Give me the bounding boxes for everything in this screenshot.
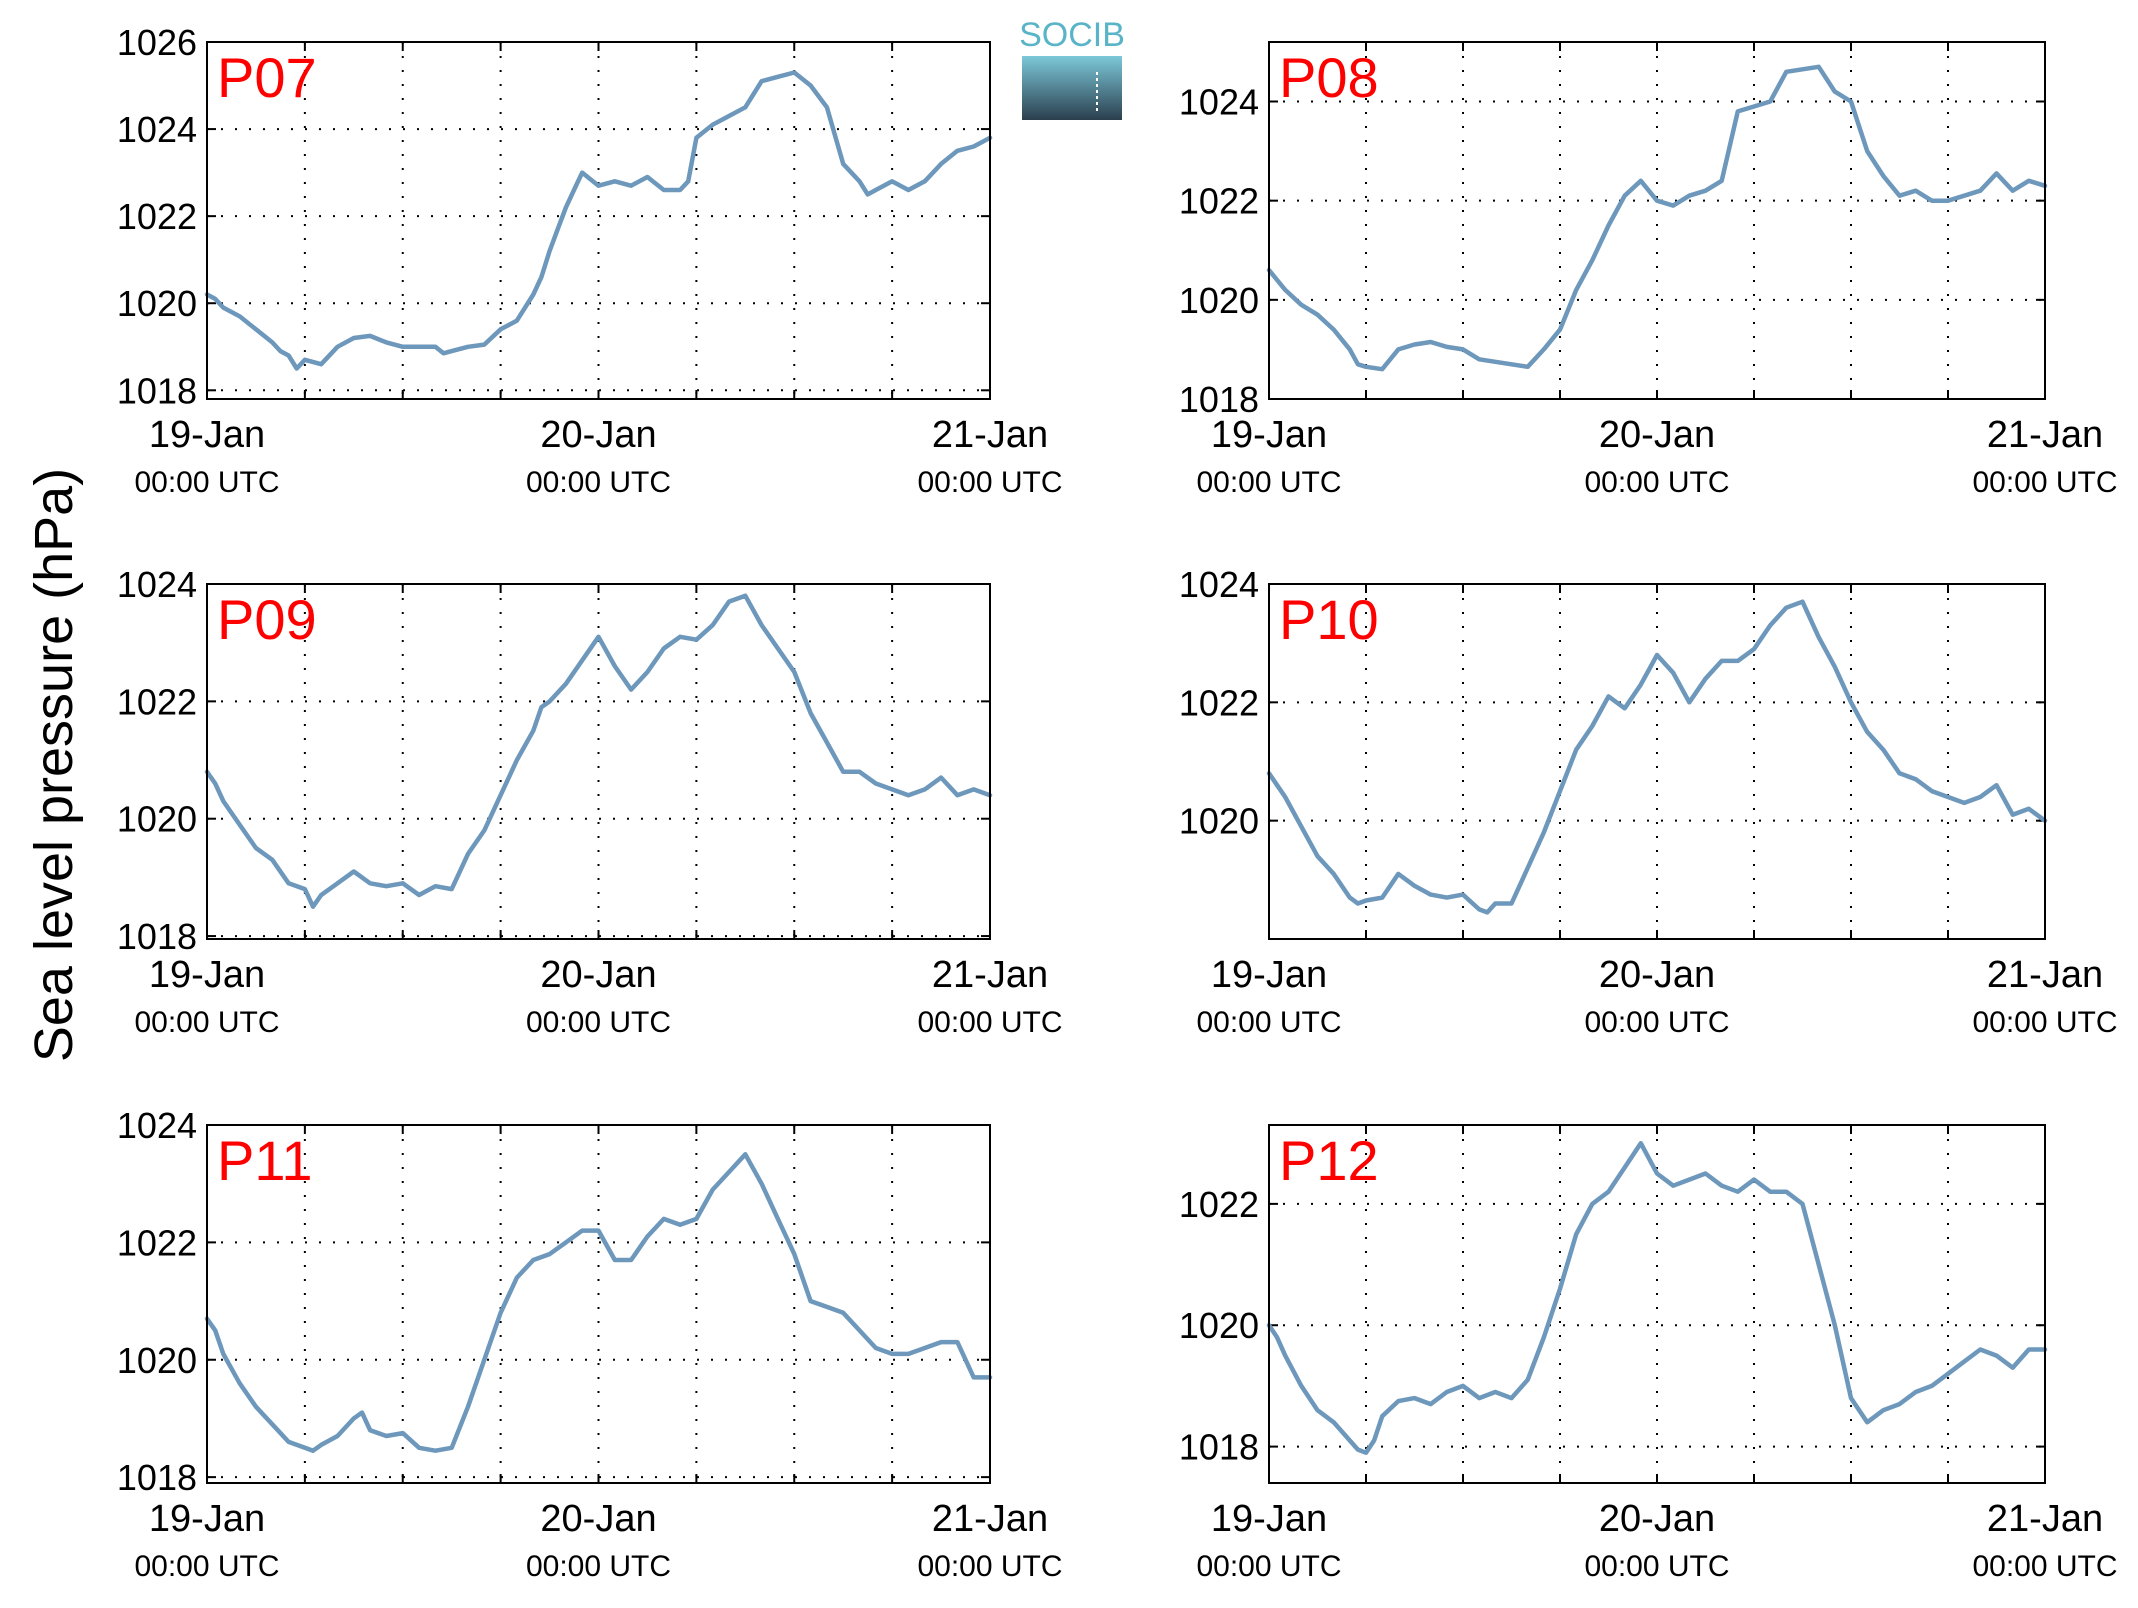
y-tick-label: 1022 [1179, 682, 1259, 723]
x-tick-date-label: 21-Jan [932, 414, 1048, 456]
logo-gradient-block [1022, 56, 1122, 120]
x-tick-time-label: 00:00 UTC [1196, 1006, 1341, 1039]
x-tick-time-label: 00:00 UTC [134, 1550, 279, 1583]
series-line-p10 [1266, 599, 2048, 915]
x-tick-date-label: 19-Jan [149, 954, 265, 996]
panel-label: P12 [1279, 1129, 1379, 1192]
y-tick-label: 1020 [117, 283, 197, 324]
x-tick-time-label: 00:00 UTC [526, 1006, 671, 1039]
panels: 1018 1020 1022 1024 1026 19-Jan 00:00 UTC 20-Ja… [117, 22, 2118, 1583]
x-tick-date-label: 21-Jan [1987, 954, 2103, 996]
panel-p10: 1020 1022 1024 19-Jan 00:00 UTC 20-Jan 00:00 U… [1179, 564, 2118, 1039]
x-tick-date-label: 20-Jan [1599, 414, 1715, 456]
y-tick-label: 1022 [1179, 1184, 1259, 1225]
y-tick-label: 1018 [117, 370, 197, 411]
y-tick-label: 1020 [1179, 801, 1259, 842]
plot-frame [206, 1124, 991, 1484]
x-tick-time-label: 00:00 UTC [1196, 1550, 1341, 1583]
plot-frame [206, 583, 991, 940]
x-tick-date-label: 21-Jan [932, 954, 1048, 996]
x-tick-time-label: 00:00 UTC [1584, 1550, 1729, 1583]
x-tick-time-label: 00:00 UTC [134, 1006, 279, 1039]
y-tick-label: 1018 [1179, 379, 1259, 420]
x-tick-date-label: 19-Jan [149, 414, 265, 456]
y-tick-label: 1020 [117, 1340, 197, 1381]
series-line-p11 [204, 1152, 993, 1453]
x-tick-date-label: 20-Jan [1599, 954, 1715, 996]
panel-p07: 1018 1020 1022 1024 1026 19-Jan 00:00 UTC 20-Ja… [117, 22, 1063, 499]
panel-p11: 1018 1020 1022 1024 19-Jan 00:00 UTC 20-Jan 00:… [117, 1105, 1063, 1583]
x-tick-date-label: 19-Jan [1211, 414, 1327, 456]
series-line-p07 [204, 70, 993, 371]
y-tick-label: 1022 [117, 1222, 197, 1263]
y-tick-label: 1018 [117, 1457, 197, 1498]
y-tick-label: 1022 [117, 681, 197, 722]
x-tick-date-label: 19-Jan [1211, 1498, 1327, 1540]
panel-label: P08 [1279, 46, 1379, 109]
plot-frame [1268, 41, 2046, 400]
x-tick-date-label: 20-Jan [1599, 1498, 1715, 1540]
x-tick-time-label: 00:00 UTC [917, 466, 1062, 499]
x-tick-time-label: 00:00 UTC [917, 1550, 1062, 1583]
x-tick-date-label: 19-Jan [149, 1498, 265, 1540]
x-tick-date-label: 19-Jan [1211, 954, 1327, 996]
plot-frame [1268, 583, 2046, 940]
x-tick-time-label: 00:00 UTC [917, 1006, 1062, 1039]
y-tick-label: 1018 [1179, 1427, 1259, 1468]
x-tick-time-label: 00:00 UTC [1584, 466, 1729, 499]
y-tick-label: 1024 [117, 564, 197, 605]
y-tick-label: 1020 [1179, 280, 1259, 321]
y-tick-label: 1024 [117, 109, 197, 150]
series-line-p09 [204, 593, 993, 909]
x-tick-time-label: 00:00 UTC [1972, 1006, 2117, 1039]
x-tick-time-label: 00:00 UTC [134, 466, 279, 499]
panel-p12: 1018 1020 1022 19-Jan 00:00 UTC 20-Jan 00:00 U… [1179, 1124, 2118, 1583]
x-tick-date-label: 20-Jan [540, 414, 656, 456]
y-tick-label: 1024 [1179, 564, 1259, 605]
y-tick-label: 1022 [1179, 181, 1259, 222]
logo-text: SOCIB [1019, 16, 1125, 54]
panel-p08: 1018 1020 1022 1024 19-Jan 00:00 UTC 20-Jan 00:… [1179, 41, 2118, 499]
panel-label: P11 [217, 1129, 312, 1192]
x-tick-date-label: 21-Jan [932, 1498, 1048, 1540]
y-tick-label: 1024 [117, 1105, 197, 1146]
x-tick-time-label: 00:00 UTC [1584, 1006, 1729, 1039]
y-tick-label: 1026 [117, 22, 197, 63]
y-axis-label: Sea level pressure (hPa) [24, 468, 84, 1062]
y-tick-label: 1018 [117, 916, 197, 957]
x-tick-time-label: 00:00 UTC [526, 466, 671, 499]
plot-frame [206, 41, 991, 400]
x-tick-date-label: 21-Jan [1987, 1498, 2103, 1540]
x-tick-time-label: 00:00 UTC [526, 1550, 671, 1583]
y-tick-label: 1024 [1179, 82, 1259, 123]
x-tick-time-label: 00:00 UTC [1196, 466, 1341, 499]
y-tick-label: 1022 [117, 196, 197, 237]
panel-label: P07 [217, 46, 317, 109]
x-tick-time-label: 00:00 UTC [1972, 1550, 2117, 1583]
panel-label: P10 [1279, 588, 1379, 651]
x-tick-date-label: 21-Jan [1987, 414, 2103, 456]
x-tick-date-label: 20-Jan [540, 954, 656, 996]
plot-frame [1268, 1124, 2046, 1484]
series-line-p12 [1266, 1140, 2048, 1455]
y-tick-label: 1020 [1179, 1305, 1259, 1346]
y-tick-label: 1020 [117, 799, 197, 840]
series-line-p08 [1266, 64, 2048, 372]
x-tick-time-label: 00:00 UTC [1972, 466, 2117, 499]
panel-label: P09 [217, 588, 317, 651]
panel-p09: 1018 1020 1022 1024 19-Jan 00:00 UTC 20-Jan 00:… [117, 564, 1063, 1039]
x-tick-date-label: 20-Jan [540, 1498, 656, 1540]
socib-logo: SOCIB [1019, 16, 1125, 120]
